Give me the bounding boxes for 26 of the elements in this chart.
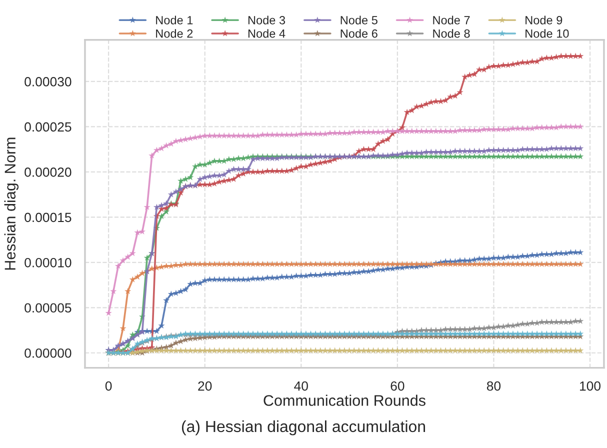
y-tick-label: 0.00025	[24, 122, 72, 132]
legend-label: Node 1	[156, 16, 193, 24]
legend-label: Node 5	[340, 16, 378, 24]
legend-label: Node 2	[156, 29, 193, 38]
x-tick-label: 80	[486, 381, 501, 391]
y-tick-label: 0.00010	[24, 258, 72, 268]
y-tick-label: 0.00015	[24, 212, 72, 222]
legend-label: Node 9	[526, 16, 562, 24]
x-tick-label: 40	[294, 381, 308, 391]
y-axis-title: Hessian diag. Norm	[4, 138, 19, 270]
text: (a) Hessian diagonal accumulation	[182, 420, 425, 436]
legend-label: Node 6	[340, 29, 378, 38]
x-tick-label: 60	[390, 381, 404, 391]
x-axis-title: Communication Rounds	[264, 394, 426, 406]
y-tick-label: 0.00005	[24, 303, 72, 313]
x-tick-label: 0	[105, 381, 112, 391]
y-tick-label: 0.00000	[24, 348, 72, 358]
legend-label: Node 10	[526, 29, 569, 38]
legend-label: Node 7	[433, 16, 470, 24]
y-tick-label: 0.00030	[24, 77, 72, 86]
y-tick-label: 0.00020	[24, 168, 72, 177]
x-tick-label: 100	[580, 381, 600, 391]
legend-label: Node 3	[248, 16, 286, 24]
legend-label: Node 8	[433, 29, 470, 38]
x-tick-label: 20	[198, 381, 212, 391]
legend-label: Node 4	[248, 29, 286, 38]
